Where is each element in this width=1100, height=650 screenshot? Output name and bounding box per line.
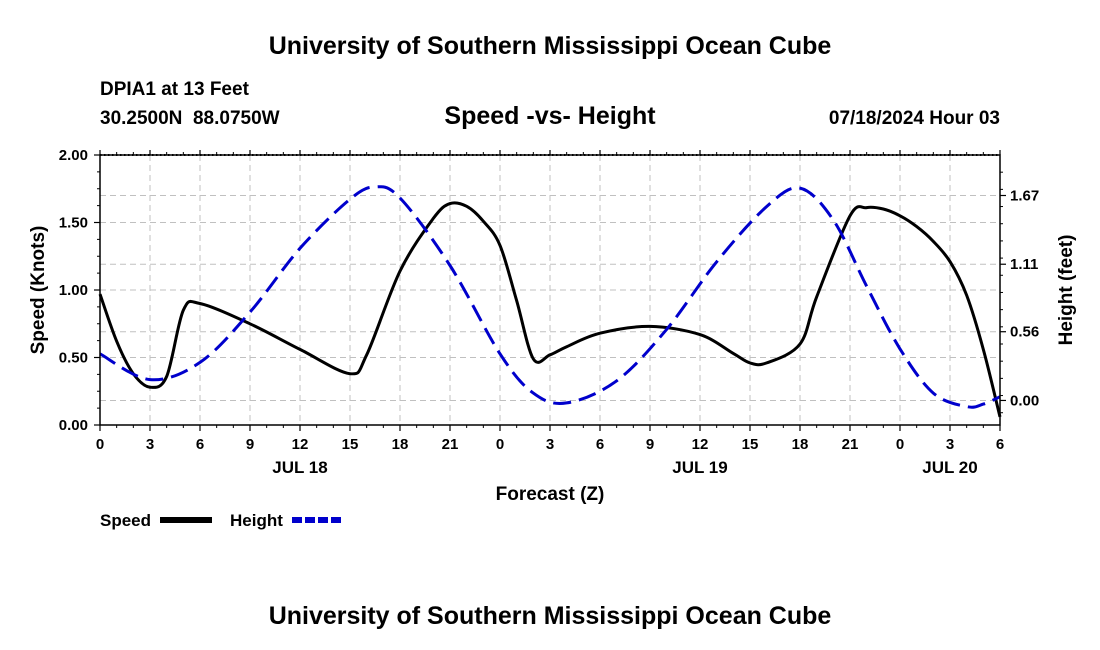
x-tick-label: 6 [596, 436, 604, 453]
coordinates-label: 30.2500N 88.0750W [100, 108, 280, 129]
y-tick-label: 0.00 [59, 417, 88, 434]
x-tick-label: 6 [996, 436, 1004, 453]
x-tick-label: 0 [496, 436, 504, 453]
y-tick-label: 1.00 [59, 282, 88, 299]
x-tick-label: 12 [292, 436, 309, 453]
x-tick-label: 15 [742, 436, 759, 453]
x-tick-label: 6 [196, 436, 204, 453]
x-tick-label: 0 [96, 436, 104, 453]
legend-height-label: Height [230, 511, 283, 530]
chart-title-top: University of Southern Mississippi Ocean… [269, 32, 832, 60]
x-tick-label: 18 [392, 436, 409, 453]
day-label: JUL 18 [272, 458, 327, 477]
x-tick-label: 9 [646, 436, 654, 453]
day-label: JUL 20 [922, 458, 977, 477]
plot-title: Speed -vs- Height [444, 102, 656, 130]
y2-tick-label: 0.00 [1010, 392, 1039, 409]
station-label: DPIA1 at 13 Feet [100, 79, 250, 100]
grid-lines [100, 155, 1000, 425]
y2-tick-label: 0.56 [1010, 324, 1039, 341]
x-tick-label: 21 [442, 436, 459, 453]
speed-series-line [98, 201, 1002, 418]
x-tick-label: 21 [842, 436, 859, 453]
height-series-line [99, 185, 1001, 409]
y2-tick-label: 1.11 [1010, 256, 1038, 273]
x-tick-label: 18 [792, 436, 809, 453]
footer-title: University of Southern Mississippi Ocean… [269, 602, 832, 630]
y-tick-label: 1.50 [59, 215, 88, 232]
axis-ticks-and-labels: 0 3 6 9 12 15 18 21 0 3 6 9 12 15 18 21 0 3 6 JUL 18 JUL 19 J… [59, 147, 1039, 477]
legend: Speed Height [100, 511, 342, 530]
x-tick-label: 3 [946, 436, 954, 453]
x-tick-label: 0 [896, 436, 904, 453]
x-tick-label: 3 [546, 436, 554, 453]
y-axis-label: Speed (Knots) [28, 226, 49, 355]
x-axis-label: Forecast (Z) [496, 484, 605, 505]
x-tick-label: 3 [146, 436, 154, 453]
series-layer [98, 185, 1002, 418]
x-tick-label: 15 [342, 436, 359, 453]
forecast-datetime: 07/18/2024 Hour 03 [829, 108, 1000, 129]
y-tick-label: 0.50 [59, 350, 88, 367]
legend-speed-label: Speed [100, 511, 151, 530]
x-tick-label: 9 [246, 436, 254, 453]
y2-tick-label: 1.67 [1010, 188, 1039, 205]
x-tick-label: 12 [692, 436, 709, 453]
day-label: JUL 19 [672, 458, 727, 477]
y2-axis-label: Height (feet) [1056, 235, 1077, 346]
y-tick-label: 2.00 [59, 147, 88, 164]
